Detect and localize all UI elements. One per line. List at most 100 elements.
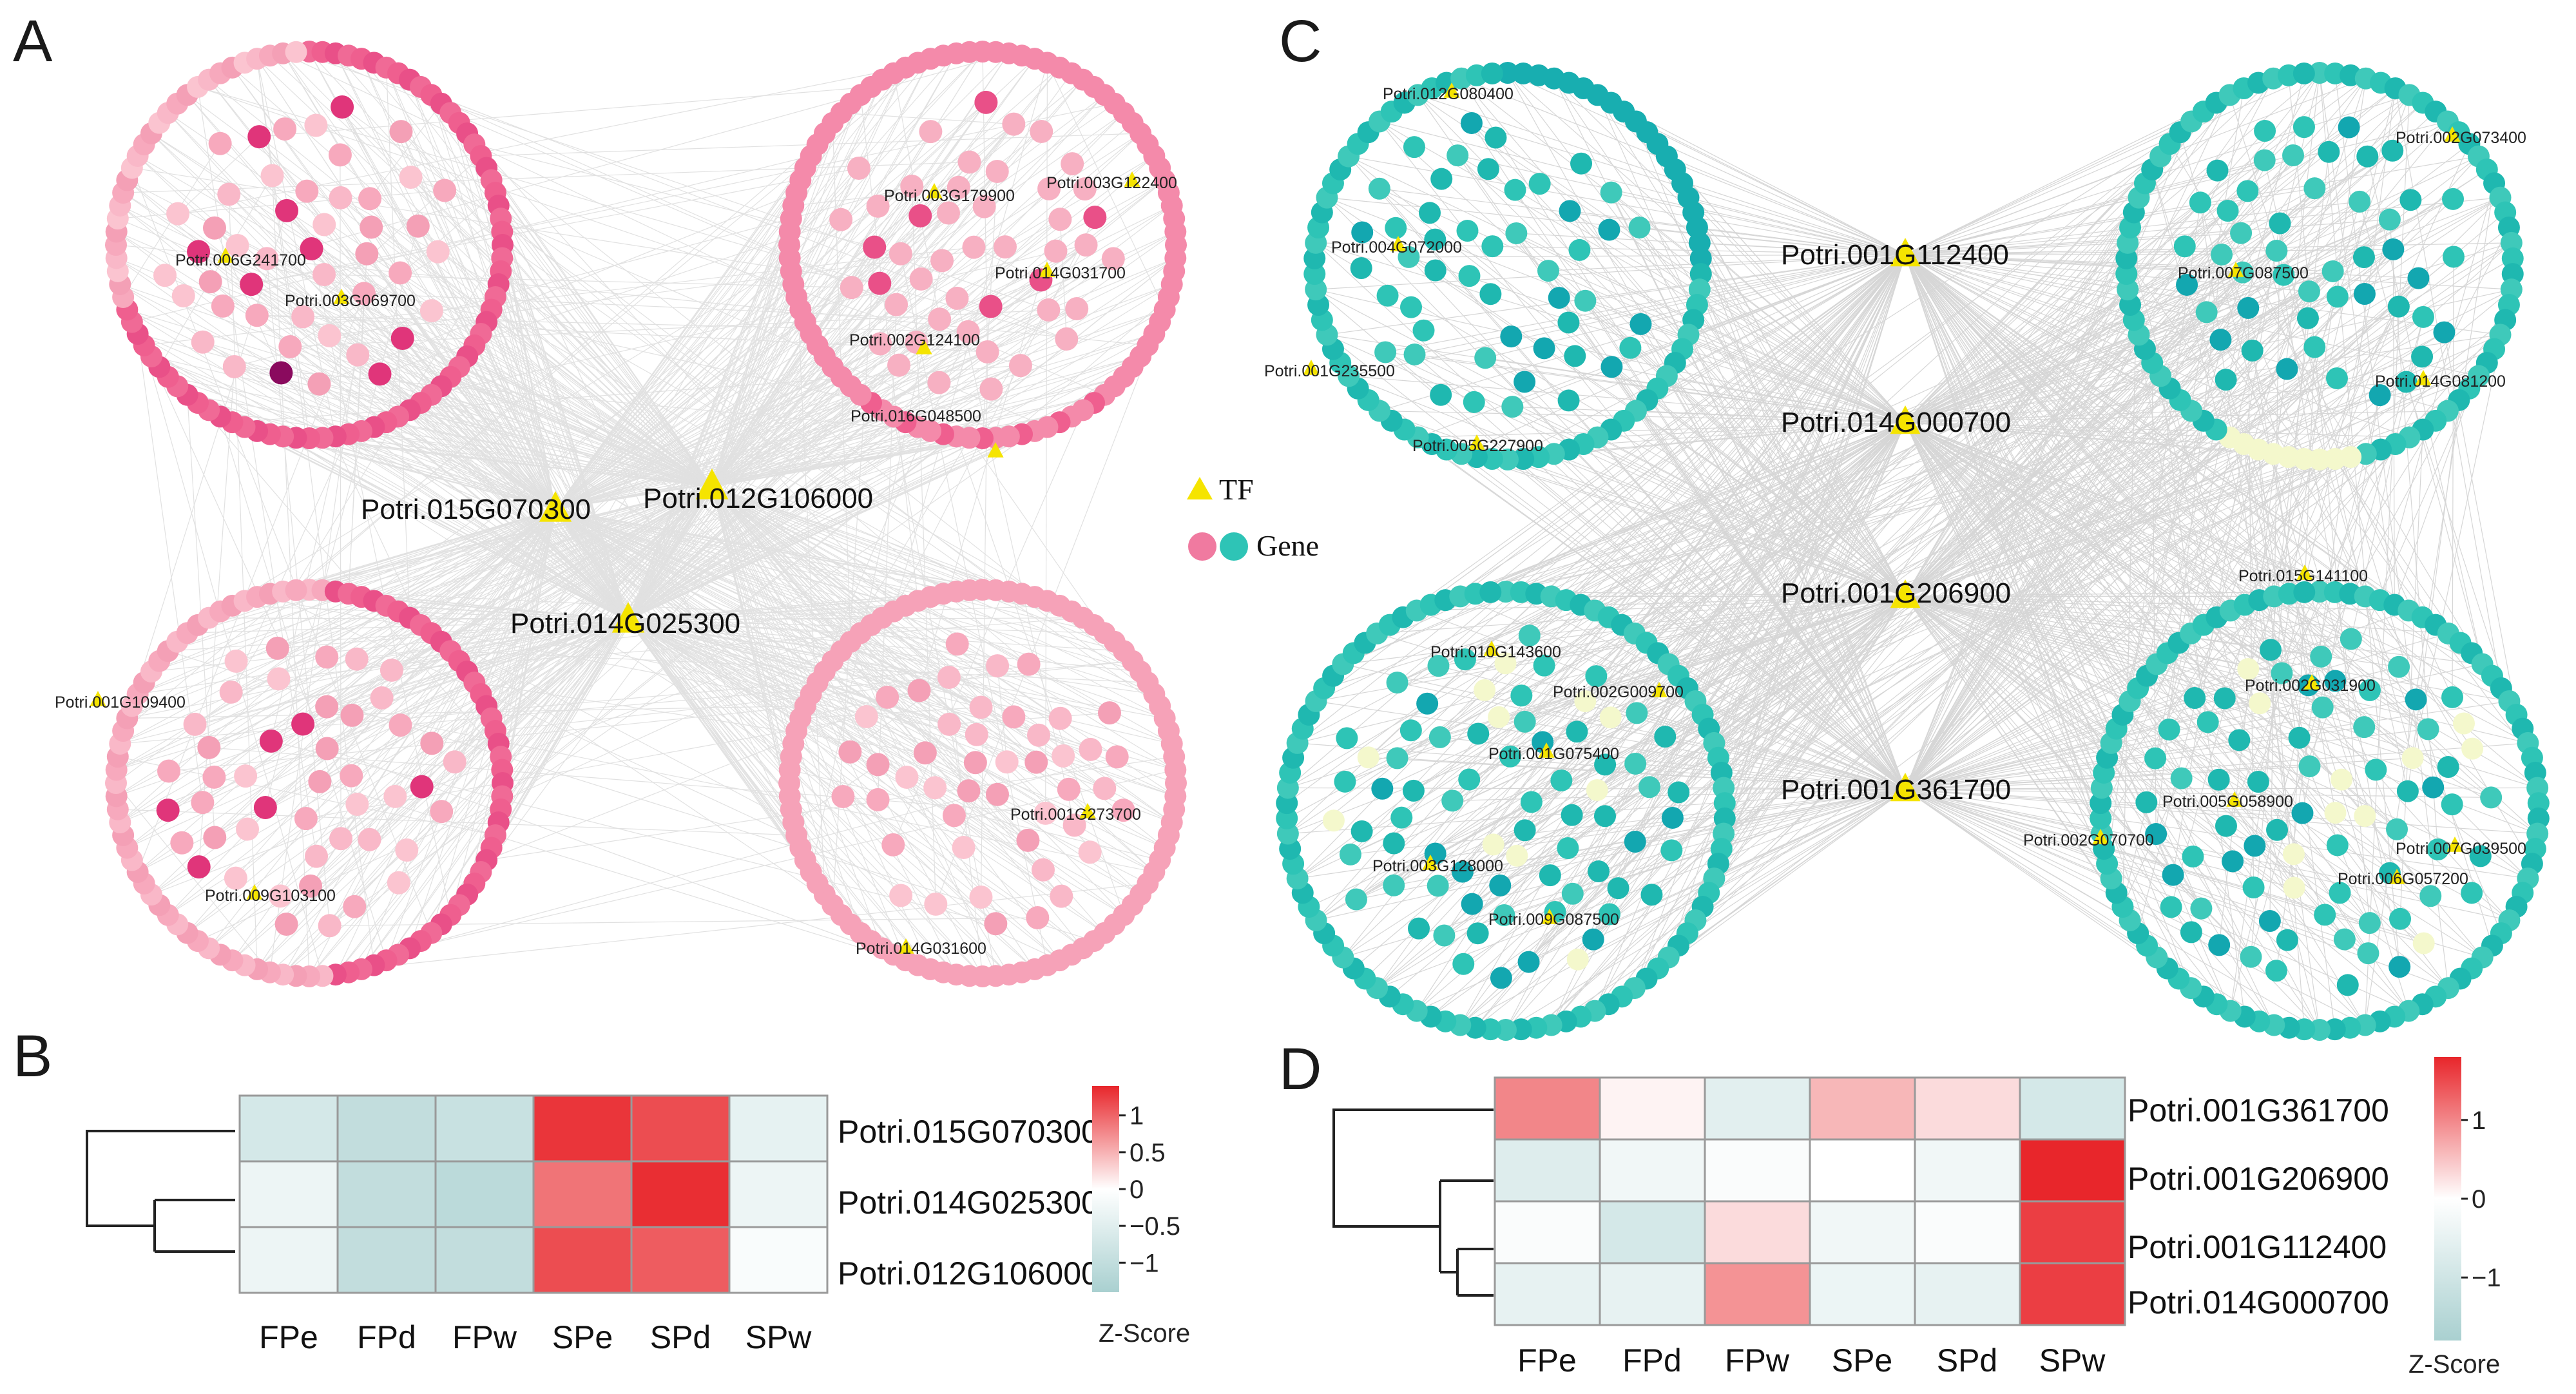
edge [1569, 211, 1906, 790]
edge [474, 144, 901, 255]
edge [1905, 289, 2128, 790]
edge [474, 73, 1072, 884]
edge [1610, 151, 2329, 718]
edge [1905, 789, 2111, 879]
edge [628, 619, 949, 678]
edge [1905, 421, 2365, 597]
edge [1723, 595, 1906, 788]
edge [1905, 254, 2112, 744]
edge [1461, 453, 1906, 790]
heatmap-b: Potri.015G070300 Potri.014G025300 Potri.… [86, 1086, 1190, 1355]
gene-node [274, 912, 298, 936]
edge [1905, 254, 2492, 798]
edge [1297, 272, 2244, 879]
edge [1385, 351, 1906, 423]
edge [1551, 254, 2222, 1025]
gene-node [355, 242, 379, 266]
heatmap-col-label: FPd [1622, 1342, 1682, 1379]
edge [1379, 121, 1906, 423]
edge [1905, 595, 2282, 674]
edge [1905, 421, 2345, 940]
gene-node [876, 685, 899, 709]
tf-triangle-icon [1890, 238, 1921, 267]
edge [1646, 88, 2396, 644]
edge [1524, 258, 2514, 831]
edge [474, 206, 985, 683]
edge [1315, 289, 1906, 790]
gene-node [2441, 686, 2464, 708]
edge [1594, 254, 1906, 611]
edge [1905, 289, 2512, 423]
edge [391, 617, 1083, 671]
edge [817, 331, 968, 346]
gene-node [1654, 726, 1677, 748]
edge [269, 55, 1155, 873]
gene-node [2314, 904, 2336, 926]
edge [2273, 454, 2309, 686]
edge [402, 338, 556, 510]
gene-node [2115, 263, 2138, 286]
heatmap-cell [434, 1094, 535, 1163]
gene-node [2399, 189, 2422, 211]
gene-node [269, 884, 293, 908]
node-label: Potri.009G103100 [205, 887, 336, 905]
gene-node [957, 150, 981, 174]
gene-node [2269, 212, 2291, 235]
edge [628, 306, 992, 621]
edge [1635, 121, 1906, 790]
edge [1905, 95, 2410, 790]
edge [1723, 421, 1906, 834]
edge [289, 346, 421, 626]
edge [2269, 223, 2281, 922]
gene-node [291, 712, 315, 736]
edge [1905, 254, 2274, 597]
edge [1905, 595, 2102, 788]
gene-node [1479, 283, 1502, 305]
gene-node [1661, 806, 1684, 829]
gene-node [2321, 260, 2344, 282]
node-label: Potri.001G235500 [1264, 362, 1395, 380]
edge [628, 619, 1084, 949]
edge [1365, 242, 2128, 979]
edge [1397, 421, 1906, 683]
tf-triangle-icon [1890, 773, 1921, 802]
edge [151, 356, 713, 487]
edge [1635, 595, 1906, 764]
edge [1905, 188, 2315, 597]
gene-node [1559, 200, 1581, 222]
gene-node [2309, 581, 2331, 603]
gene-node [1050, 884, 1073, 908]
edge [1905, 789, 2492, 799]
edge [1445, 131, 2180, 601]
node-label: Potri.005G227900 [1412, 437, 1543, 455]
edge [231, 508, 556, 961]
edge [2230, 437, 2410, 611]
edge [1504, 595, 1906, 916]
heatmap-b-row-labels: Potri.015G070300 Potri.014G025300 Potri.… [838, 1114, 1099, 1292]
edge [1905, 421, 2174, 875]
gene-node [2480, 786, 2503, 809]
edge [430, 95, 629, 621]
edge [1905, 633, 2191, 790]
edge [1905, 334, 2139, 597]
edge [1905, 233, 2242, 423]
edge [2270, 151, 2329, 650]
edge [1297, 254, 1906, 744]
gene-node [2265, 960, 2287, 982]
gene-node [1568, 238, 1591, 261]
gene-node [895, 765, 919, 789]
edge [1348, 156, 1906, 597]
edge [2243, 443, 2295, 888]
edge [1905, 72, 2320, 423]
gene-node [1458, 768, 1481, 791]
edge [1472, 789, 1906, 905]
gene-node [2407, 267, 2430, 289]
edge [1905, 121, 2192, 255]
gene-node [2326, 834, 2349, 857]
edge [628, 619, 812, 873]
heatmap-col-label: FPe [259, 1319, 318, 1355]
edge [1649, 421, 1906, 788]
gene-node [358, 828, 381, 851]
edge [711, 486, 879, 765]
gene-node [1461, 893, 1483, 915]
